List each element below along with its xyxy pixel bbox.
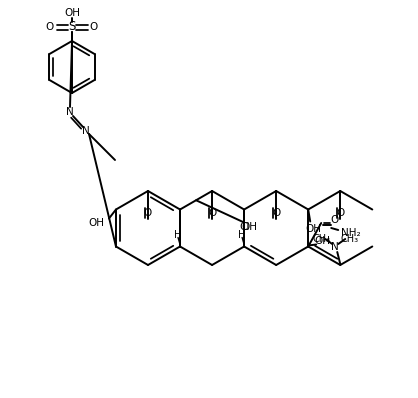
Text: CH₃: CH₃ xyxy=(312,234,330,244)
Text: OH: OH xyxy=(241,222,257,232)
Text: NH₂: NH₂ xyxy=(341,228,361,238)
Text: O: O xyxy=(90,22,98,32)
Text: OH: OH xyxy=(314,236,330,246)
Text: N: N xyxy=(66,107,74,117)
Text: CH₃: CH₃ xyxy=(340,234,358,244)
Text: OH: OH xyxy=(88,219,104,228)
Text: O: O xyxy=(208,208,216,218)
Text: H: H xyxy=(174,230,182,240)
Text: OH: OH xyxy=(305,224,321,234)
Text: O: O xyxy=(46,22,54,32)
Text: O: O xyxy=(144,208,152,218)
Text: O: O xyxy=(330,215,338,225)
Text: N: N xyxy=(82,126,90,136)
Text: S: S xyxy=(68,21,76,33)
Text: Cl: Cl xyxy=(239,222,249,232)
Text: O: O xyxy=(272,208,280,218)
Text: N: N xyxy=(331,242,339,252)
Text: H: H xyxy=(238,230,246,240)
Text: O: O xyxy=(336,208,344,218)
Text: OH: OH xyxy=(64,8,80,18)
